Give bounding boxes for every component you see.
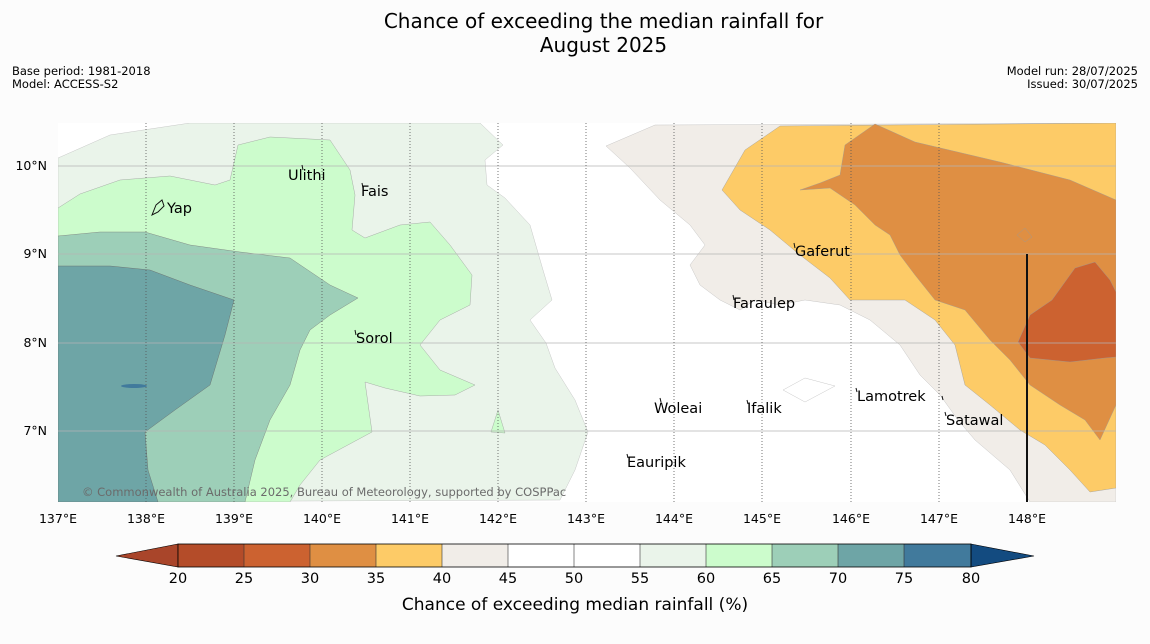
lon-tick-138e: 138°E bbox=[127, 511, 165, 526]
colorbar-bin-65-70 bbox=[772, 544, 838, 567]
map-area: Ulithi Fais Yap Gaferut Faraulep Sorol W… bbox=[58, 123, 1116, 502]
place-label-woleai: Woleai bbox=[654, 401, 702, 417]
contour-30-35 bbox=[799, 123, 1116, 441]
colorbar-tick-65: 65 bbox=[763, 571, 781, 587]
colorbar-tick-35: 35 bbox=[367, 571, 385, 587]
colorbar-bin-75-80 bbox=[904, 544, 971, 567]
colorbar-bin-70-75 bbox=[838, 544, 904, 567]
colorbar-extend-high bbox=[970, 543, 1035, 568]
colorbar-bin-30-35 bbox=[310, 544, 376, 567]
faraulep-marker bbox=[732, 294, 735, 301]
lon-tick-142e: 142°E bbox=[479, 511, 517, 526]
ifalik-marker bbox=[746, 399, 749, 405]
colorbar-tick-75: 75 bbox=[895, 571, 913, 587]
lat-tick-7n: 7°N bbox=[23, 423, 47, 438]
colorbar-tick-60: 60 bbox=[697, 571, 715, 587]
sorol-marker bbox=[354, 329, 357, 336]
colorbar-tick-50: 50 bbox=[565, 571, 583, 587]
ulithi-marker bbox=[301, 164, 304, 171]
colorbar-bin-45-50 bbox=[508, 544, 574, 567]
place-label-ifalik: Ifalik bbox=[747, 401, 782, 417]
place-label-satawal: Satawal bbox=[946, 413, 1003, 429]
lon-tick-148e: 148°E bbox=[1008, 511, 1046, 526]
colorbar-tick-labels: 20 25 30 35 40 45 50 55 60 65 70 75 80 bbox=[169, 571, 980, 587]
issued-date: Issued: 30/07/2025 bbox=[1027, 77, 1138, 91]
lamotrek-east-marker bbox=[941, 395, 944, 401]
place-label-faraulep: Faraulep bbox=[733, 296, 795, 312]
lon-tick-147e: 147°E bbox=[920, 511, 958, 526]
colorbar-bin-55-60 bbox=[640, 544, 706, 567]
lat-tick-10n: 10°N bbox=[15, 158, 47, 173]
contour-75-80-patch bbox=[121, 384, 147, 388]
colorbar-tick-25: 25 bbox=[235, 571, 253, 587]
woleai-marker bbox=[659, 397, 662, 403]
lamotrek-marker bbox=[855, 387, 858, 393]
colorbar-bin-40-45 bbox=[442, 544, 508, 567]
longitude-tick-labels: 137°E 138°E 139°E 140°E 141°E 142°E 143°… bbox=[39, 511, 1046, 526]
place-label-lamotrek: Lamotrek bbox=[857, 389, 926, 405]
colorbar-bin-35-40 bbox=[376, 544, 442, 567]
fais-marker bbox=[361, 182, 364, 189]
colorbar-bin-25-30 bbox=[244, 544, 310, 567]
model-name: Model: ACCESS-S2 bbox=[12, 77, 119, 91]
colorbar-bin-20-25 bbox=[178, 544, 244, 567]
longitude-gridlines bbox=[145, 123, 940, 502]
place-labels: Ulithi Fais Yap Gaferut Faraulep Sorol W… bbox=[166, 168, 1003, 471]
island-markers bbox=[151, 164, 947, 459]
latitude-tick-labels: 10°N 9°N 8°N 7°N bbox=[15, 158, 47, 438]
lon-tick-139e: 139°E bbox=[215, 511, 253, 526]
lon-tick-143e: 143°E bbox=[567, 511, 605, 526]
yap-island-outline bbox=[151, 199, 165, 217]
map-title: Chance of exceeding the median rainfall … bbox=[383, 9, 824, 57]
colorbar-frame bbox=[177, 543, 972, 568]
place-label-eauripik: Eauripik bbox=[627, 455, 686, 471]
colorbar-tick-40: 40 bbox=[433, 571, 451, 587]
colorbar-tick-70: 70 bbox=[829, 571, 847, 587]
lon-tick-146e: 146°E bbox=[832, 511, 870, 526]
base-period: Base period: 1981-2018 bbox=[12, 64, 151, 78]
model-run: Model run: 28/07/2025 bbox=[1006, 64, 1138, 78]
place-label-gaferut: Gaferut bbox=[795, 244, 850, 260]
colorbar-tick-20: 20 bbox=[169, 571, 187, 587]
colorbar-extend-low bbox=[115, 543, 179, 568]
contour-25-30 bbox=[1017, 261, 1116, 363]
colorbar-tick-55: 55 bbox=[631, 571, 649, 587]
colorbar-tick-80: 80 bbox=[962, 571, 980, 587]
colorbar-tick-30: 30 bbox=[301, 571, 319, 587]
colorbar-bin-50-55 bbox=[574, 544, 640, 567]
place-label-sorol: Sorol bbox=[356, 331, 393, 347]
gaferut-marker bbox=[793, 242, 796, 249]
meta-right: Model run: 28/07/2025 Issued: 30/07/2025 bbox=[1007, 65, 1138, 91]
copyright-notice: © Commonwealth of Australia 2025, Bureau… bbox=[82, 485, 566, 499]
lon-tick-144e: 144°E bbox=[655, 511, 693, 526]
lon-tick-141e: 141°E bbox=[391, 511, 429, 526]
contour-30-35-patch bbox=[1016, 227, 1033, 243]
place-label-yap: Yap bbox=[166, 201, 192, 217]
colorbar-bin-60-65 bbox=[706, 544, 772, 567]
place-label-ulithi: Ulithi bbox=[288, 168, 326, 184]
lon-tick-137e: 137°E bbox=[39, 511, 77, 526]
satawal-marker bbox=[944, 411, 947, 417]
colorbar: 20 25 30 35 40 45 50 55 60 65 70 75 80 C… bbox=[115, 543, 1035, 615]
lon-tick-145e: 145°E bbox=[743, 511, 781, 526]
contour-45-55-island bbox=[782, 377, 836, 403]
colorbar-separators bbox=[243, 544, 905, 567]
lon-tick-140e: 140°E bbox=[303, 511, 341, 526]
colorbar-tick-45: 45 bbox=[499, 571, 517, 587]
lat-tick-8n: 8°N bbox=[23, 335, 47, 350]
eauripik-marker bbox=[626, 453, 629, 459]
meta-left: Base period: 1981-2018 Model: ACCESS-S2 bbox=[12, 65, 151, 91]
colorbar-label: Chance of exceeding median rainfall (%) bbox=[402, 595, 748, 615]
lat-tick-9n: 9°N bbox=[23, 246, 47, 261]
place-label-fais: Fais bbox=[361, 184, 388, 200]
